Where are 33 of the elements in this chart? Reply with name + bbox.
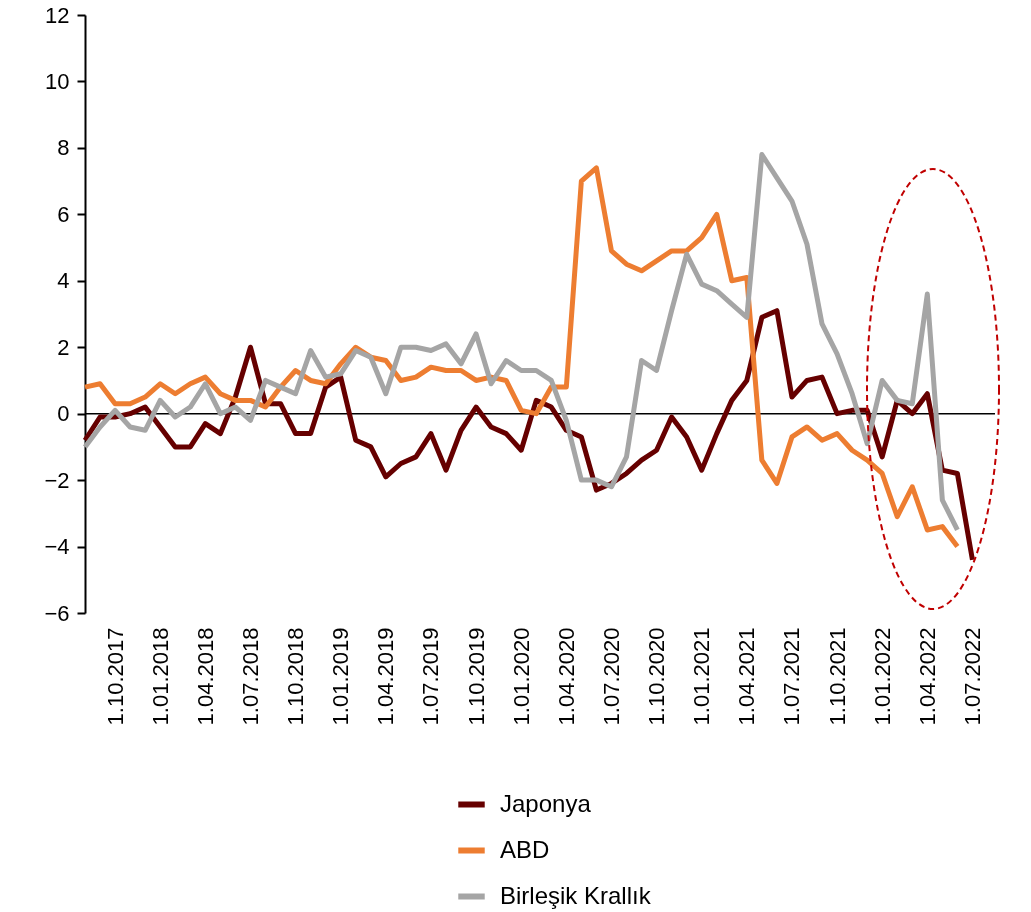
x-tick-label: 1.01.2019: [328, 627, 354, 726]
legend-label: Birleşik Krallık: [500, 881, 652, 909]
x-tick-label: 1.04.2021: [734, 627, 760, 726]
y-tick-label: 12: [45, 2, 70, 28]
x-tick-label: 1.10.2019: [463, 627, 489, 726]
x-tick-label: 1.07.2018: [237, 627, 263, 726]
y-tick-label: 2: [57, 334, 70, 360]
legend-label: ABD: [500, 835, 550, 863]
y-tick-label: 6: [57, 201, 70, 227]
x-tick-label: 1.04.2020: [553, 627, 579, 726]
x-tick-label: 1.04.2018: [192, 627, 218, 726]
x-tick-label: 1.07.2019: [418, 627, 444, 726]
x-tick-label: 1.01.2018: [147, 627, 173, 726]
x-tick-label: 1.10.2017: [102, 627, 128, 726]
x-tick-label: 1.10.2020: [644, 627, 670, 726]
y-tick-label: 0: [57, 401, 70, 427]
y-tick-label: 10: [45, 68, 70, 94]
y-tick-label: −6: [44, 600, 70, 626]
x-tick-label: 1.01.2020: [508, 627, 534, 726]
x-tick-label: 1.04.2022: [914, 627, 940, 726]
y-tick-label: 8: [57, 135, 70, 161]
x-tick-label: 1.07.2021: [779, 627, 805, 726]
y-tick-label: −4: [44, 534, 70, 560]
x-tick-label: 1.10.2021: [824, 627, 850, 726]
x-tick-label: 1.07.2022: [959, 627, 985, 726]
x-tick-label: 1.01.2022: [869, 627, 895, 726]
x-tick-label: 1.01.2021: [689, 627, 715, 726]
x-tick-label: 1.07.2020: [598, 627, 624, 726]
legend-label: Japonya: [500, 789, 592, 817]
x-tick-label: 1.04.2019: [373, 627, 399, 726]
x-tick-label: 1.10.2018: [283, 627, 309, 726]
y-tick-label: −2: [44, 467, 70, 493]
y-tick-label: 4: [57, 268, 70, 294]
